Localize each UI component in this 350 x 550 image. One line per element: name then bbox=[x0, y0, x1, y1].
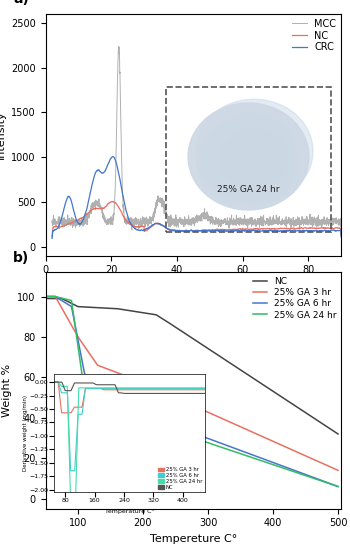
Line: MCC: MCC bbox=[52, 46, 341, 230]
CRC bbox=[339, 233, 343, 240]
NC bbox=[331, 225, 335, 232]
X-axis label: 2-theta (Degrees): 2-theta (Degrees) bbox=[144, 281, 243, 291]
Line: NC: NC bbox=[46, 299, 338, 434]
CRC bbox=[110, 153, 114, 159]
CRC bbox=[331, 227, 335, 233]
25% GA 6 hr bbox=[244, 449, 248, 456]
MCC bbox=[278, 218, 282, 224]
MCC bbox=[50, 217, 54, 224]
Line: 25% GA 3 hr: 25% GA 3 hr bbox=[46, 296, 338, 470]
25% GA 6 hr bbox=[162, 419, 166, 425]
NC bbox=[50, 234, 54, 240]
NC bbox=[272, 388, 276, 395]
NC bbox=[43, 295, 48, 302]
25% GA 24 hr bbox=[244, 452, 248, 459]
MCC bbox=[183, 222, 187, 228]
Polygon shape bbox=[195, 99, 313, 203]
MCC bbox=[65, 218, 69, 225]
25% GA 24 hr bbox=[43, 293, 48, 300]
25% GA 24 hr bbox=[73, 324, 77, 331]
NC bbox=[336, 431, 340, 437]
MCC bbox=[331, 220, 335, 227]
Line: CRC: CRC bbox=[52, 156, 341, 238]
25% GA 24 hr bbox=[336, 483, 340, 490]
25% GA 6 hr bbox=[73, 323, 77, 330]
25% GA 6 hr bbox=[272, 459, 276, 466]
Line: 25% GA 6 hr: 25% GA 6 hr bbox=[46, 296, 338, 487]
NC bbox=[339, 233, 343, 240]
NC bbox=[278, 226, 282, 232]
Polygon shape bbox=[230, 138, 282, 184]
Text: a): a) bbox=[13, 0, 29, 7]
CRC bbox=[191, 228, 195, 234]
Polygon shape bbox=[210, 113, 295, 188]
Polygon shape bbox=[255, 151, 258, 154]
25% GA 3 hr bbox=[73, 329, 77, 336]
X-axis label: Temperature C°: Temperature C° bbox=[105, 509, 154, 514]
Legend: NC, 25% GA 3 hr, 25% GA 6 hr, 25% GA 24 hr: NC, 25% GA 3 hr, 25% GA 6 hr, 25% GA 24 … bbox=[253, 277, 337, 320]
25% GA 6 hr bbox=[172, 423, 176, 430]
NC bbox=[162, 316, 166, 323]
Polygon shape bbox=[233, 150, 253, 167]
MCC bbox=[130, 227, 134, 233]
Line: 25% GA 24 hr: 25% GA 24 hr bbox=[46, 296, 338, 487]
NC bbox=[191, 228, 195, 234]
Text: 25% GA 24 hr: 25% GA 24 hr bbox=[217, 185, 280, 194]
Y-axis label: Intensity: Intensity bbox=[0, 111, 6, 159]
Y-axis label: Derivative weight (mg/min): Derivative weight (mg/min) bbox=[23, 395, 28, 471]
25% GA 3 hr bbox=[244, 426, 248, 433]
Legend: MCC, NC, CRC: MCC, NC, CRC bbox=[292, 19, 336, 52]
MCC bbox=[191, 218, 195, 225]
NC bbox=[172, 323, 176, 329]
Line: NC: NC bbox=[52, 201, 341, 237]
Polygon shape bbox=[220, 129, 289, 189]
MCC bbox=[339, 220, 343, 227]
NC bbox=[111, 198, 115, 205]
NC bbox=[65, 222, 69, 228]
Circle shape bbox=[188, 103, 309, 210]
Polygon shape bbox=[197, 118, 298, 208]
CRC bbox=[183, 227, 187, 234]
MCC bbox=[116, 43, 120, 50]
25% GA 3 hr bbox=[272, 438, 276, 445]
NC bbox=[244, 371, 248, 377]
NC bbox=[73, 302, 77, 309]
25% GA 6 hr bbox=[277, 461, 281, 468]
Polygon shape bbox=[230, 139, 266, 171]
X-axis label: Tempereture C°: Tempereture C° bbox=[150, 534, 237, 544]
25% GA 24 hr bbox=[277, 463, 281, 470]
25% GA 6 hr bbox=[336, 483, 340, 490]
CRC bbox=[331, 227, 335, 233]
25% GA 6 hr bbox=[43, 293, 48, 300]
25% GA 24 hr bbox=[162, 425, 166, 431]
25% GA 3 hr bbox=[277, 441, 281, 447]
NC bbox=[331, 226, 335, 232]
CRC bbox=[278, 228, 282, 234]
25% GA 3 hr bbox=[43, 293, 48, 300]
25% GA 24 hr bbox=[272, 461, 276, 468]
MCC bbox=[331, 219, 335, 226]
NC bbox=[183, 228, 187, 234]
Legend: 25% GA 3 hr, 25% GA 6 hr, 25% GA 24 hr, NC: 25% GA 3 hr, 25% GA 6 hr, 25% GA 24 hr, … bbox=[158, 468, 202, 490]
NC bbox=[277, 392, 281, 398]
25% GA 3 hr bbox=[172, 394, 176, 400]
Y-axis label: Weight %: Weight % bbox=[2, 364, 12, 417]
25% GA 3 hr bbox=[162, 389, 166, 396]
25% GA 24 hr bbox=[172, 428, 176, 435]
25% GA 3 hr bbox=[336, 467, 340, 474]
CRC bbox=[50, 235, 54, 241]
CRC bbox=[65, 196, 69, 202]
Text: b): b) bbox=[13, 251, 29, 265]
